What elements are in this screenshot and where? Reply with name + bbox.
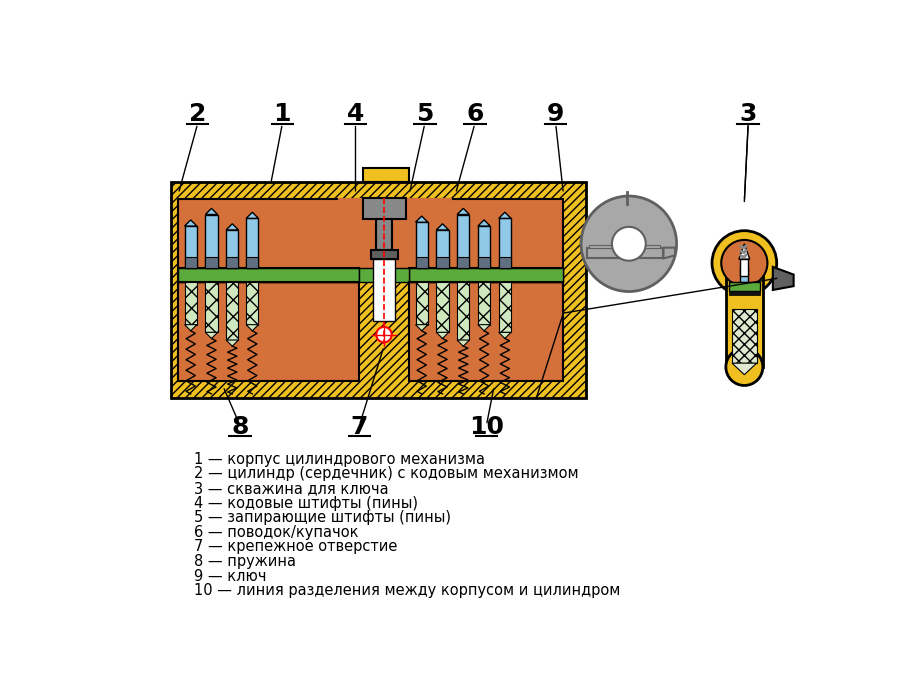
Polygon shape <box>184 220 197 226</box>
Polygon shape <box>498 332 511 339</box>
Bar <box>478 282 490 325</box>
Text: 4 — кодовые штифты (пины): 4 — кодовые штифты (пины) <box>194 496 418 510</box>
Bar <box>409 268 563 282</box>
Bar <box>416 222 428 268</box>
Polygon shape <box>416 216 428 222</box>
Bar <box>478 257 490 268</box>
Text: 1 — корпус цилиндрового механизма: 1 — корпус цилиндрового механизма <box>194 451 485 466</box>
Polygon shape <box>226 340 238 346</box>
Polygon shape <box>246 212 258 218</box>
Circle shape <box>581 196 677 291</box>
Bar <box>205 215 218 268</box>
Bar <box>359 268 409 282</box>
Text: 5 — запирающие штифты (пины): 5 — запирающие штифты (пины) <box>194 510 451 525</box>
Bar <box>184 257 197 268</box>
Polygon shape <box>478 220 490 226</box>
Bar <box>457 257 470 268</box>
Text: 3: 3 <box>739 103 757 127</box>
Bar <box>205 257 218 268</box>
Bar <box>436 257 449 268</box>
Circle shape <box>612 227 646 261</box>
Bar <box>498 218 511 268</box>
Bar <box>436 230 449 268</box>
Bar <box>246 218 258 268</box>
Text: 9 — ключ: 9 — ключ <box>194 568 267 583</box>
Bar <box>740 267 748 282</box>
Text: 10 — линия разделения между корпусом и цилиндром: 10 — линия разделения между корпусом и ц… <box>194 583 620 598</box>
Bar <box>409 268 563 282</box>
Bar <box>226 282 238 340</box>
Polygon shape <box>205 332 218 339</box>
Polygon shape <box>226 224 238 230</box>
Polygon shape <box>732 363 757 375</box>
Bar <box>589 245 660 248</box>
Polygon shape <box>416 325 428 331</box>
Text: 5: 5 <box>416 103 433 127</box>
Bar <box>184 226 197 268</box>
Bar <box>498 257 511 268</box>
Bar <box>436 282 449 332</box>
Bar <box>732 309 757 363</box>
Bar <box>740 259 748 276</box>
Text: 2: 2 <box>189 103 206 127</box>
Bar <box>226 230 238 268</box>
Text: 3 — скважина для ключа: 3 — скважина для ключа <box>194 481 388 496</box>
Text: 2 — цилиндр (сердечник) с кодовым механизмом: 2 — цилиндр (сердечник) с кодовым механи… <box>194 466 578 482</box>
Bar <box>170 182 586 398</box>
Bar <box>729 291 759 295</box>
Text: 8: 8 <box>232 415 248 439</box>
Bar <box>457 215 470 268</box>
Bar <box>478 226 490 268</box>
Text: 4: 4 <box>347 103 365 127</box>
Text: 7 — крепежное отверстие: 7 — крепежное отверстие <box>194 540 398 555</box>
Circle shape <box>376 327 392 342</box>
Bar <box>416 257 428 268</box>
Bar <box>371 250 398 259</box>
Bar <box>179 268 359 282</box>
Polygon shape <box>184 325 197 331</box>
Text: 6 — поводок/купачок: 6 — поводок/купачок <box>194 525 358 540</box>
Polygon shape <box>457 340 470 346</box>
Text: 7: 7 <box>351 415 368 439</box>
Polygon shape <box>457 209 470 215</box>
Text: 10: 10 <box>469 415 504 439</box>
Polygon shape <box>498 212 511 218</box>
Polygon shape <box>246 325 258 331</box>
Polygon shape <box>663 248 675 259</box>
Text: 1: 1 <box>274 103 291 127</box>
Bar <box>725 267 763 367</box>
Polygon shape <box>773 267 793 290</box>
Circle shape <box>721 240 768 286</box>
Polygon shape <box>478 325 490 331</box>
Bar <box>179 268 359 282</box>
Bar <box>246 257 258 268</box>
Polygon shape <box>739 244 749 259</box>
Bar <box>498 282 511 332</box>
Bar <box>363 168 409 182</box>
Bar <box>226 257 238 268</box>
Bar <box>363 198 406 219</box>
Bar <box>179 199 359 381</box>
Circle shape <box>725 349 763 386</box>
Bar <box>373 259 395 321</box>
Text: 9: 9 <box>547 103 564 127</box>
Text: 8 — пружина: 8 — пружина <box>194 554 296 569</box>
Bar <box>416 282 428 325</box>
Circle shape <box>712 231 777 295</box>
Bar <box>246 282 258 325</box>
Bar <box>729 282 759 291</box>
Bar <box>205 282 218 332</box>
Bar <box>184 282 197 325</box>
Bar <box>409 199 563 381</box>
Bar <box>338 198 452 268</box>
Polygon shape <box>205 209 218 215</box>
Polygon shape <box>436 332 449 339</box>
Bar <box>376 219 392 250</box>
Text: 6: 6 <box>466 103 484 127</box>
Polygon shape <box>436 224 449 230</box>
Bar <box>457 282 470 340</box>
Polygon shape <box>587 248 663 259</box>
